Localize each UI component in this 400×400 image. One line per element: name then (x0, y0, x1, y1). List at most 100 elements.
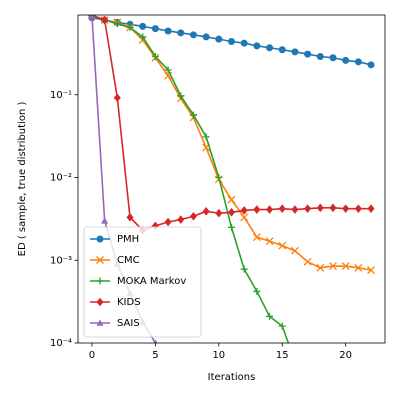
marker-shape (329, 203, 337, 213)
marker-shape (151, 221, 159, 231)
marker (266, 312, 274, 320)
marker (151, 52, 159, 60)
marker (153, 339, 158, 343)
marker (215, 208, 223, 218)
marker (228, 207, 235, 217)
marker-shape (139, 33, 147, 41)
marker-shape (101, 217, 109, 224)
marker (367, 204, 375, 213)
marker-shape (227, 195, 236, 204)
marker-shape (189, 111, 197, 119)
marker-shape (240, 265, 248, 273)
marker-shape (291, 205, 299, 214)
marker (202, 207, 210, 216)
marker (164, 217, 172, 227)
marker-shape (189, 211, 197, 221)
marker-shape (177, 29, 185, 37)
marker-shape (290, 246, 299, 255)
marker-shape (228, 223, 235, 231)
marker-shape (202, 33, 210, 41)
marker (316, 203, 324, 213)
x-axis-label: Iterations (208, 372, 256, 383)
marker (316, 52, 324, 60)
marker (291, 205, 299, 214)
marker (113, 93, 121, 103)
marker (354, 204, 362, 213)
axes-frame (77, 14, 386, 344)
marker (227, 195, 236, 204)
marker (189, 211, 197, 221)
y-tick-label: 10⁻² (50, 173, 72, 184)
marker (139, 33, 147, 41)
marker (164, 27, 172, 35)
marker (278, 204, 286, 213)
marker-shape (253, 287, 261, 295)
marker-shape (316, 203, 324, 213)
marker-shape (367, 266, 376, 275)
marker (329, 54, 337, 62)
x-tick-label: 20 (339, 350, 352, 361)
marker-shape (278, 46, 286, 54)
marker (278, 46, 286, 54)
marker (329, 262, 337, 271)
marker-shape (101, 15, 109, 25)
marker-shape (96, 235, 104, 243)
marker-shape (151, 25, 159, 33)
marker (240, 265, 248, 273)
marker (126, 23, 134, 31)
marker (304, 50, 312, 58)
marker (189, 31, 197, 39)
marker-shape (341, 262, 350, 271)
marker (342, 204, 350, 213)
marker-shape (113, 20, 121, 28)
marker-shape (354, 58, 362, 66)
marker (96, 319, 104, 326)
legend-label: SAIS (117, 318, 140, 329)
marker-shape (253, 42, 261, 50)
marker-shape (215, 208, 223, 218)
marker-shape (240, 213, 249, 222)
legend-label: MOKA Markov (117, 276, 186, 287)
marker-shape (177, 92, 185, 100)
marker-shape (291, 48, 299, 56)
y-tick-label: 10⁻³ (50, 255, 72, 266)
marker (101, 15, 109, 25)
marker-shape (202, 133, 210, 141)
y-axis-label: ED ( sample, true distribution ) (17, 102, 28, 257)
y-tick-label: 10⁻⁴ (50, 338, 72, 349)
marker (303, 257, 312, 266)
marker (215, 174, 223, 182)
marker-shape (304, 50, 312, 58)
x-tick-label: 5 (152, 350, 158, 361)
marker (177, 92, 185, 100)
marker-shape (240, 206, 248, 215)
legend-label: PMH (117, 234, 139, 245)
marker (278, 322, 286, 330)
marker (202, 133, 210, 141)
marker (354, 263, 363, 272)
marker (253, 205, 261, 214)
marker-shape (164, 217, 172, 227)
legend-label: CMC (117, 255, 140, 266)
marker (316, 263, 325, 272)
legend-box (83, 226, 202, 338)
marker-shape (252, 233, 261, 242)
marker (88, 15, 96, 19)
marker (367, 266, 376, 275)
x-tick-label: 10 (212, 350, 225, 361)
marker-shape (266, 312, 274, 320)
marker-shape (278, 241, 287, 250)
marker (202, 33, 210, 41)
marker-shape (164, 27, 172, 35)
marker-shape (265, 237, 274, 246)
marker-shape (367, 61, 375, 69)
marker-shape (139, 22, 147, 30)
legend: PMH CMC MOKA Markov KIDS SAIS (83, 226, 202, 338)
marker (151, 25, 159, 33)
marker-shape (342, 204, 350, 213)
marker-shape (96, 256, 104, 264)
marker-shape (202, 207, 210, 216)
marker-shape (153, 339, 158, 343)
marker (240, 213, 249, 222)
